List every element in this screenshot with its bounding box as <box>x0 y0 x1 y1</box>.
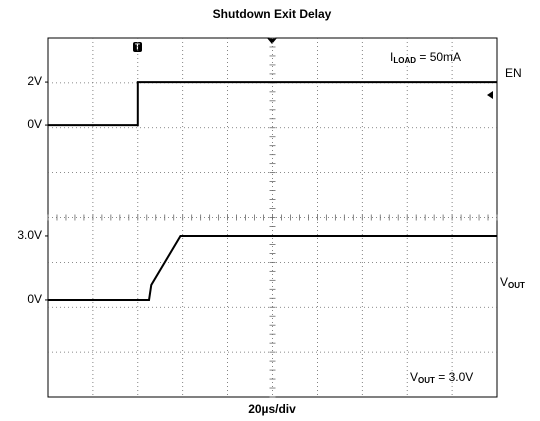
chart-title: Shutdown Exit Delay <box>213 7 332 21</box>
legend-entry: VOUT <box>500 275 525 290</box>
y-tick-label: 3.0V <box>17 228 42 242</box>
annotation: ILOAD = 50mA <box>390 50 461 65</box>
legend-entry: EN <box>505 66 522 80</box>
y-tick-label: 2V <box>27 74 42 88</box>
annotation: VOUT = 3.0V <box>410 370 473 385</box>
trace <box>48 81 497 127</box>
trace <box>48 234 497 301</box>
svg-text:T: T <box>135 43 140 52</box>
y-tick-label: 0V <box>27 117 42 131</box>
x-axis-label: 20µs/div <box>248 402 296 416</box>
y-tick-label: 0V <box>27 292 42 306</box>
